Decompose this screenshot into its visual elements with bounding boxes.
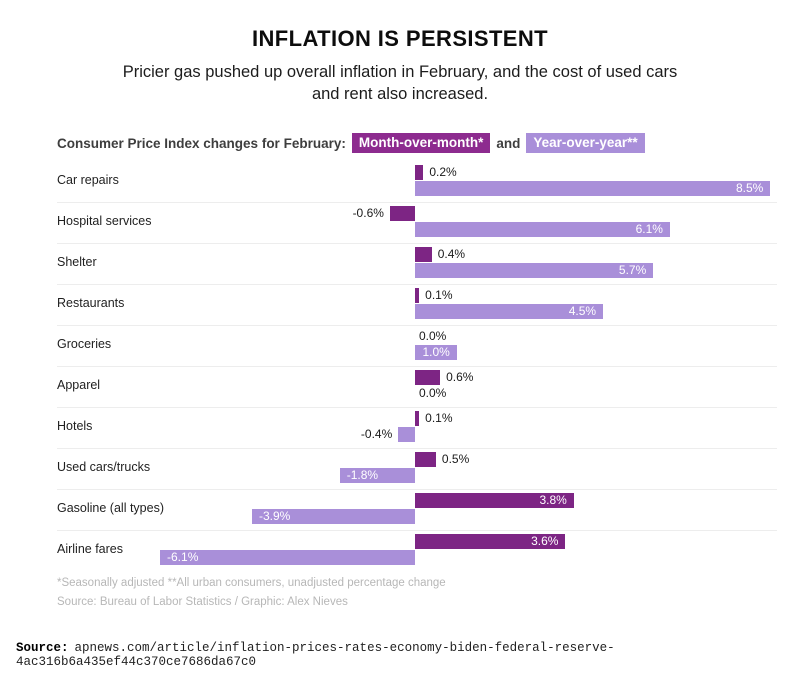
category-label: Car repairs — [57, 173, 119, 188]
yoy-value-label: -0.4% — [360, 427, 393, 442]
page-source-line: Source: apnews.com/article/inflation-pric… — [16, 641, 800, 669]
yoy-bar — [398, 427, 415, 443]
mom-bar — [415, 247, 432, 263]
yoy-bar — [339, 468, 415, 484]
yoy-value-label: 6.1% — [635, 222, 663, 237]
yoy-value-label: -1.8% — [346, 468, 379, 483]
page-source-prefix: Source: — [16, 641, 69, 656]
yoy-value-label: 0.0% — [419, 386, 447, 401]
chart-subtitle: Pricier gas pushed up overall inflation … — [0, 61, 800, 105]
category-label: Gasoline (all types) — [57, 501, 164, 516]
legend-conjunction: and — [496, 135, 521, 151]
mom-bar — [415, 452, 436, 468]
legend-badge-yoy: Year-over-year** — [526, 133, 645, 154]
chart-rows: Car repairs 0.2% 8.5% Hospital services -0.6… — [57, 162, 777, 571]
chart-row: Hotels 0.1% -0.4% — [57, 407, 777, 448]
footnote-source-credit: Source: Bureau of Labor Statistics / Gra… — [57, 596, 348, 609]
yoy-value-label: 5.7% — [618, 263, 647, 278]
yoy-bar — [415, 263, 654, 279]
subtitle-line-2: and rent also increased. — [311, 85, 489, 104]
mom-value-label: -0.6% — [352, 206, 384, 221]
mom-value-label: 0.1% — [425, 288, 453, 303]
category-label: Airline fares — [57, 542, 123, 557]
page-title: INFLATION IS PERSISTENT — [251, 26, 549, 51]
chart-row: Hospital services -0.6% 6.1% — [57, 202, 777, 243]
yoy-value-label: -6.1% — [167, 550, 199, 565]
chart-row: Airline fares 3.6% -6.1% — [57, 530, 777, 571]
mom-bar — [415, 411, 420, 427]
mom-value-label: 0.6% — [446, 370, 474, 385]
chart-row: Used cars/trucks 0.5% -1.8% — [57, 448, 777, 489]
chart-row: Car repairs 0.2% 8.5% — [57, 162, 777, 202]
category-label: Used cars/trucks — [57, 460, 151, 475]
legend-prefix: Consumer Price Index changes for Februar… — [57, 135, 346, 151]
chart-row: Apparel 0.6% 0.0% — [57, 366, 777, 407]
yoy-bar — [160, 550, 415, 566]
chart-legend: Consumer Price Index changes for Februar… — [57, 133, 800, 154]
chart-row: Groceries 0.0% 1.0% — [57, 325, 777, 366]
page-source-url: apnews.com/article/inflation-prices-rate… — [16, 641, 615, 670]
mom-value-label: 0.1% — [425, 411, 453, 426]
mom-bar — [415, 493, 574, 509]
yoy-value-label: -3.9% — [258, 509, 291, 524]
chart-row: Restaurants 0.1% 4.5% — [57, 284, 777, 325]
yoy-bar — [415, 304, 604, 320]
category-label: Apparel — [57, 378, 101, 393]
yoy-bar — [415, 345, 457, 361]
category-label: Shelter — [57, 255, 97, 270]
category-label: Hospital services — [57, 214, 152, 229]
yoy-value-label: 1.0% — [422, 345, 450, 360]
category-label: Groceries — [57, 337, 112, 352]
mom-value-label: 0.5% — [441, 452, 470, 467]
yoy-bar — [251, 509, 415, 525]
mom-value-label: 3.6% — [531, 534, 559, 549]
mom-bar — [415, 534, 566, 550]
mom-bar — [415, 288, 420, 304]
mom-value-label: 0.0% — [419, 329, 447, 344]
yoy-value-label: 4.5% — [568, 304, 597, 319]
yoy-bar — [415, 222, 670, 238]
mom-value-label: 0.4% — [437, 247, 466, 262]
mom-bar — [415, 165, 424, 181]
subtitle-line-1: Pricier gas pushed up overall inflation … — [122, 63, 678, 81]
chart-row: Shelter 0.4% 5.7% — [57, 243, 777, 284]
chart-row: Gasoline (all types) 3.8% -3.9% — [57, 489, 777, 530]
yoy-bar — [415, 181, 771, 197]
mom-value-label: 0.2% — [429, 165, 457, 180]
legend-badge-mom: Month-over-month* — [351, 133, 491, 154]
footnote-adjustment: *Seasonally adjusted **All urban consume… — [57, 577, 446, 590]
mom-bar — [389, 206, 415, 222]
category-label: Restaurants — [57, 296, 125, 311]
mom-bar — [415, 370, 441, 386]
category-label: Hotels — [57, 419, 93, 434]
yoy-value-label: 8.5% — [735, 181, 764, 196]
mom-value-label: 3.8% — [539, 493, 567, 508]
